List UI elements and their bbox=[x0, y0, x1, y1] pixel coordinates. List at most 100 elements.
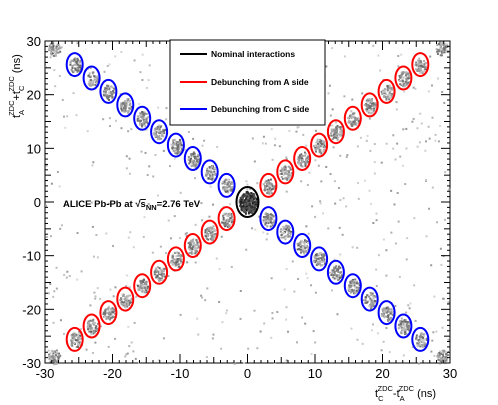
pixel-cluster bbox=[346, 112, 360, 127]
cluster-pixel bbox=[71, 344, 74, 347]
noise-pixel bbox=[394, 304, 397, 307]
noise-pixel bbox=[179, 191, 182, 194]
cluster-pixel bbox=[321, 144, 324, 147]
cluster-pixel bbox=[205, 174, 207, 177]
cluster-pixel bbox=[336, 269, 339, 272]
cluster-pixel bbox=[444, 46, 447, 49]
cluster-pixel bbox=[389, 309, 392, 312]
cluster-pixel bbox=[341, 129, 343, 132]
cluster-pixel bbox=[59, 50, 62, 53]
cluster-pixel bbox=[190, 157, 192, 160]
cluster-pixel bbox=[357, 282, 360, 285]
noise-pixel bbox=[178, 236, 181, 239]
cluster-pixel bbox=[436, 353, 439, 355]
cluster-pixel bbox=[256, 203, 259, 206]
pixel-cluster bbox=[153, 124, 167, 141]
cluster-pixel bbox=[91, 332, 94, 335]
noise-pixel bbox=[112, 295, 115, 298]
cluster-pixel bbox=[355, 282, 358, 285]
cluster-pixel bbox=[298, 154, 301, 157]
cluster-pixel bbox=[445, 353, 448, 356]
cluster-pixel bbox=[336, 126, 339, 129]
cluster-pixel bbox=[79, 335, 82, 337]
noise-pixel bbox=[403, 90, 406, 93]
cluster-pixel bbox=[370, 102, 373, 105]
noise-pixel bbox=[270, 277, 273, 280]
noise-pixel bbox=[336, 313, 339, 316]
cluster-pixel bbox=[222, 216, 225, 219]
noise-pixel bbox=[441, 326, 444, 329]
cluster-pixel bbox=[122, 102, 125, 105]
cluster-pixel bbox=[51, 359, 54, 362]
cluster-pixel bbox=[370, 111, 373, 114]
cluster-pixel bbox=[213, 236, 216, 239]
noise-pixel bbox=[419, 112, 422, 115]
noise-pixel bbox=[72, 92, 75, 95]
cluster-pixel bbox=[195, 164, 197, 167]
cluster-pixel bbox=[227, 191, 230, 194]
noise-pixel bbox=[395, 108, 398, 111]
cluster-pixel bbox=[288, 177, 291, 180]
cluster-pixel bbox=[353, 281, 356, 284]
cluster-pixel bbox=[190, 247, 193, 250]
cluster-pixel bbox=[400, 332, 403, 335]
cluster-pixel bbox=[155, 268, 158, 271]
cluster-pixel bbox=[331, 269, 334, 272]
cluster-pixel bbox=[289, 176, 292, 179]
cluster-pixel bbox=[50, 52, 52, 55]
cluster-pixel bbox=[415, 68, 418, 71]
cluster-pixel bbox=[446, 43, 449, 46]
cluster-pixel bbox=[139, 284, 142, 287]
cluster-pixel bbox=[391, 312, 394, 315]
cluster-pixel bbox=[314, 146, 317, 149]
cluster-pixel bbox=[281, 168, 283, 171]
noise-pixel bbox=[103, 70, 106, 73]
cluster-pixel bbox=[72, 338, 75, 341]
cluster-pixel bbox=[415, 334, 418, 337]
noise-pixel bbox=[359, 136, 362, 139]
cluster-pixel bbox=[388, 84, 391, 87]
x-tick-label: 20 bbox=[375, 366, 389, 381]
cluster-pixel bbox=[58, 355, 61, 357]
noise-pixel bbox=[382, 340, 385, 343]
cluster-pixel bbox=[89, 84, 91, 87]
cluster-pixel bbox=[96, 328, 99, 331]
noise-pixel bbox=[306, 183, 309, 186]
cluster-pixel bbox=[161, 132, 164, 134]
cluster-pixel bbox=[374, 104, 377, 107]
cluster-pixel bbox=[405, 323, 408, 326]
legend: Nominal interactions Debunching from A s… bbox=[169, 39, 326, 126]
cluster-pixel bbox=[213, 170, 216, 173]
noise-pixel bbox=[274, 137, 277, 140]
noise-pixel bbox=[431, 339, 434, 342]
cluster-pixel bbox=[120, 300, 123, 303]
cluster-pixel bbox=[324, 145, 327, 148]
noise-pixel bbox=[331, 138, 334, 141]
cluster-pixel bbox=[119, 301, 122, 304]
cluster-pixel bbox=[369, 294, 372, 297]
cluster-pixel bbox=[153, 273, 156, 276]
noise-pixel bbox=[329, 114, 332, 117]
noise-pixel bbox=[404, 183, 407, 186]
cluster-pixel bbox=[194, 163, 197, 165]
cluster-pixel bbox=[88, 72, 91, 75]
noise-pixel bbox=[152, 175, 155, 178]
cluster-pixel bbox=[122, 301, 125, 304]
cluster-pixel bbox=[178, 265, 181, 268]
cluster-pixel bbox=[93, 75, 96, 77]
cluster-pixel bbox=[285, 228, 287, 231]
cluster-pixel bbox=[209, 237, 212, 240]
cluster-pixel bbox=[111, 308, 114, 311]
cluster-pixel bbox=[176, 147, 179, 150]
noise-pixel bbox=[58, 185, 61, 188]
cluster-pixel bbox=[78, 70, 81, 73]
cluster-pixel bbox=[350, 117, 353, 120]
noise-pixel bbox=[341, 233, 344, 236]
cluster-pixel bbox=[246, 209, 248, 212]
cluster-pixel bbox=[106, 84, 108, 87]
cluster-pixel bbox=[436, 355, 439, 358]
noise-pixel bbox=[329, 173, 332, 176]
cluster-pixel bbox=[112, 311, 115, 314]
cluster-pixel bbox=[158, 124, 161, 127]
cluster-pixel bbox=[56, 355, 59, 358]
